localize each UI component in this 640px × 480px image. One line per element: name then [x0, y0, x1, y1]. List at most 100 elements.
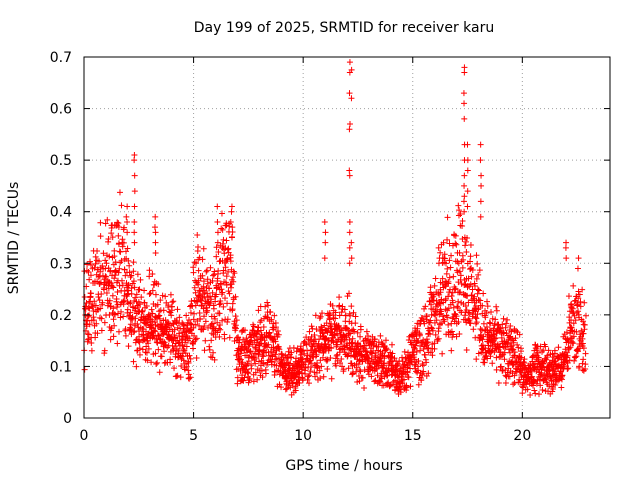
data-point — [161, 348, 168, 355]
x-tick-label: 5 — [189, 428, 198, 444]
data-point — [192, 336, 199, 343]
y-tick-label: 0.2 — [50, 308, 72, 324]
data-point — [210, 272, 217, 279]
data-point — [152, 249, 159, 256]
data-point — [579, 286, 586, 293]
data-point — [115, 269, 122, 276]
data-point — [275, 345, 282, 352]
data-point — [200, 283, 207, 290]
data-point — [175, 347, 182, 354]
data-point — [152, 229, 159, 236]
data-point — [431, 340, 438, 347]
data-point — [264, 314, 271, 321]
data-point — [329, 302, 336, 309]
data-point — [383, 346, 390, 353]
data-point — [427, 317, 434, 324]
data-point — [442, 260, 449, 267]
data-point — [410, 341, 417, 348]
data-point — [336, 302, 343, 309]
data-point — [109, 292, 116, 299]
data-point — [170, 321, 177, 328]
data-point — [452, 285, 459, 292]
data-point — [187, 355, 194, 362]
data-point — [572, 317, 579, 324]
data-point — [452, 232, 459, 239]
data-point — [207, 300, 214, 307]
data-point — [333, 352, 340, 359]
data-point — [304, 376, 311, 383]
data-point — [125, 257, 132, 264]
data-point — [180, 357, 187, 364]
data-point — [368, 373, 375, 380]
data-point — [239, 359, 246, 366]
data-point — [143, 302, 150, 309]
data-point — [454, 303, 461, 310]
data-point — [102, 273, 109, 280]
data-point — [208, 337, 215, 344]
data-point — [227, 218, 234, 225]
data-point — [461, 69, 468, 76]
data-point — [491, 349, 498, 356]
data-point — [85, 336, 92, 343]
data-point — [461, 282, 468, 289]
data-point — [348, 255, 355, 262]
data-point — [568, 327, 575, 334]
data-point — [497, 325, 504, 332]
data-point — [254, 376, 261, 383]
data-point — [463, 346, 470, 353]
data-point — [270, 320, 277, 327]
data-point — [473, 252, 480, 259]
data-point — [118, 277, 125, 284]
data-point — [363, 328, 370, 335]
data-point — [144, 319, 151, 326]
data-point — [371, 378, 378, 385]
data-point — [100, 250, 107, 257]
data-point — [146, 267, 153, 274]
data-point — [359, 374, 366, 381]
data-point — [136, 339, 143, 346]
data-point — [491, 335, 498, 342]
data-point — [191, 310, 198, 317]
data-point — [435, 325, 442, 332]
data-point — [462, 302, 469, 309]
data-point — [257, 327, 264, 334]
data-point — [131, 157, 138, 164]
data-point — [288, 349, 295, 356]
data-point — [106, 297, 113, 304]
data-point — [262, 303, 269, 310]
data-point — [131, 203, 138, 210]
data-point — [453, 241, 460, 248]
data-point — [122, 326, 129, 333]
data-point — [385, 379, 392, 386]
data-point — [213, 253, 220, 260]
data-point — [136, 328, 143, 335]
data-point — [223, 237, 230, 244]
data-point — [396, 383, 403, 390]
data-point — [119, 243, 126, 250]
data-point — [299, 366, 306, 373]
data-point — [488, 348, 495, 355]
data-point — [480, 320, 487, 327]
data-point — [128, 325, 135, 332]
data-point — [193, 260, 200, 267]
data-point — [85, 313, 92, 320]
data-point — [387, 382, 394, 389]
data-point — [285, 348, 292, 355]
data-point — [346, 126, 353, 133]
data-point — [306, 372, 313, 379]
data-point — [180, 325, 187, 332]
data-point — [461, 208, 468, 215]
data-point — [186, 375, 193, 382]
data-point — [167, 359, 174, 366]
data-point — [272, 338, 279, 345]
data-point — [107, 336, 114, 343]
data-point — [467, 258, 474, 265]
data-point — [196, 309, 203, 316]
data-point — [149, 271, 156, 278]
data-point — [453, 313, 460, 320]
data-point — [118, 202, 125, 209]
data-point — [428, 324, 435, 331]
data-point — [574, 301, 581, 308]
data-point — [95, 258, 102, 265]
data-point — [210, 323, 217, 330]
